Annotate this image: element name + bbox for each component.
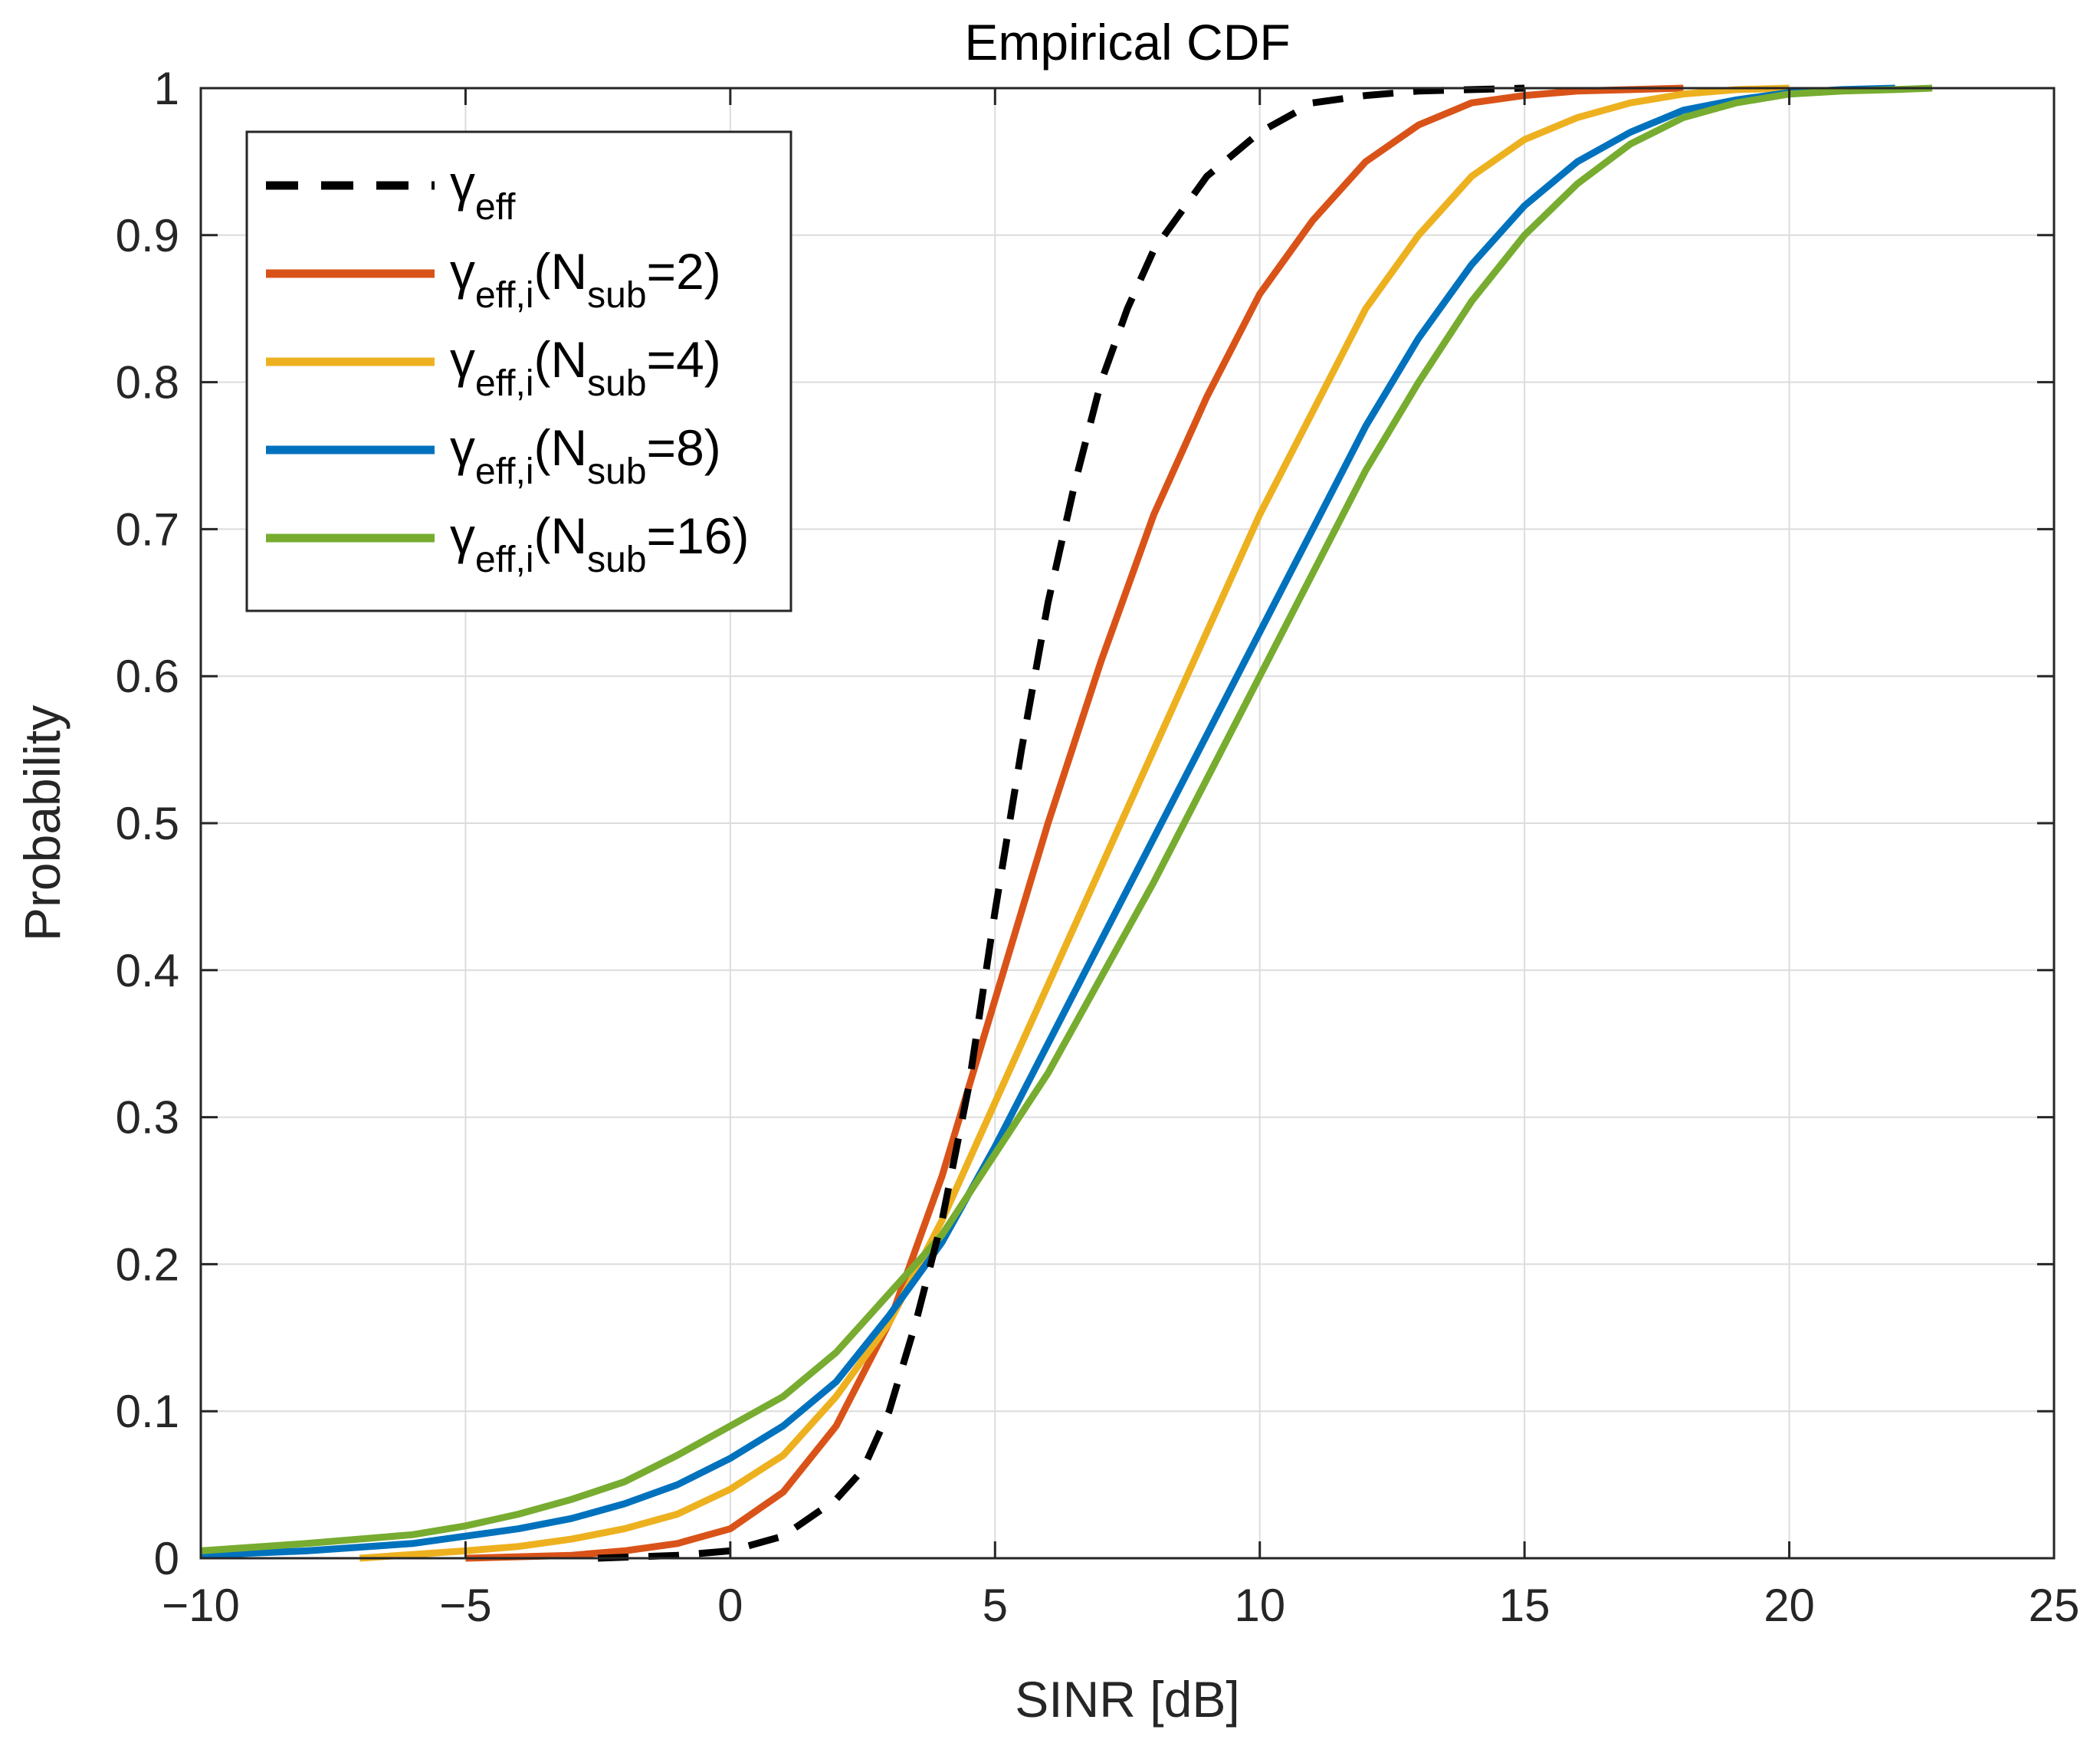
x-tick-label: 15 xyxy=(1499,1580,1550,1631)
y-tick-label: 0.6 xyxy=(116,651,179,702)
series-line-0 xyxy=(597,84,1525,1562)
x-tick-label: −10 xyxy=(162,1580,240,1631)
y-tick-label: 1 xyxy=(154,63,179,114)
y-tick-label: 0.3 xyxy=(116,1092,179,1144)
legend-label-4: γeff,i(Nsub=16) xyxy=(450,507,749,580)
y-tick-label: 0.4 xyxy=(116,945,179,996)
legend-box xyxy=(245,130,792,612)
y-tick-label: 0.9 xyxy=(116,210,179,261)
x-tick-label: 5 xyxy=(983,1580,1008,1631)
x-tick-label: 25 xyxy=(2029,1580,2080,1631)
x-tick-label: 10 xyxy=(1234,1580,1285,1631)
y-axis-label: Probability xyxy=(14,705,71,941)
grid xyxy=(201,88,2054,1558)
series-line-1 xyxy=(465,84,1684,1562)
legend-label-2: γeff,i(Nsub=4) xyxy=(450,331,721,404)
series-line-2 xyxy=(359,84,1790,1562)
y-tick-label: 0.5 xyxy=(116,798,179,849)
ticks: −10 −5 0 5 10 15 20 25 0 0.1 0.2 0.3 0.4 0.5 0.6 0.7 0.8… xyxy=(116,63,2080,1631)
y-tick-label: 0.2 xyxy=(116,1239,179,1290)
y-tick-label: 0.8 xyxy=(116,357,179,409)
series-group xyxy=(200,84,1933,1562)
x-tick-label: −5 xyxy=(439,1580,491,1631)
legend: γeff γeff,i(Nsub=2) γeff,i(Nsub=4) γeff,i(N… xyxy=(245,130,792,612)
legend-label-0: γeff xyxy=(450,155,516,228)
legend-label-1: γeff,i(Nsub=2) xyxy=(450,243,721,316)
legend-label-3: γeff,i(Nsub=8) xyxy=(450,419,721,492)
series-line-4 xyxy=(200,84,1933,1554)
x-axis-label: SINR [dB] xyxy=(1015,1671,1239,1728)
x-tick-label: 0 xyxy=(717,1580,743,1631)
y-tick-label: 0.1 xyxy=(116,1386,179,1437)
y-tick-label: 0 xyxy=(154,1533,179,1584)
chart-title: Empirical CDF xyxy=(964,14,1290,71)
y-tick-label: 0.7 xyxy=(116,504,179,555)
series-line-3 xyxy=(200,84,1895,1559)
x-tick-label: 20 xyxy=(1764,1580,1815,1631)
